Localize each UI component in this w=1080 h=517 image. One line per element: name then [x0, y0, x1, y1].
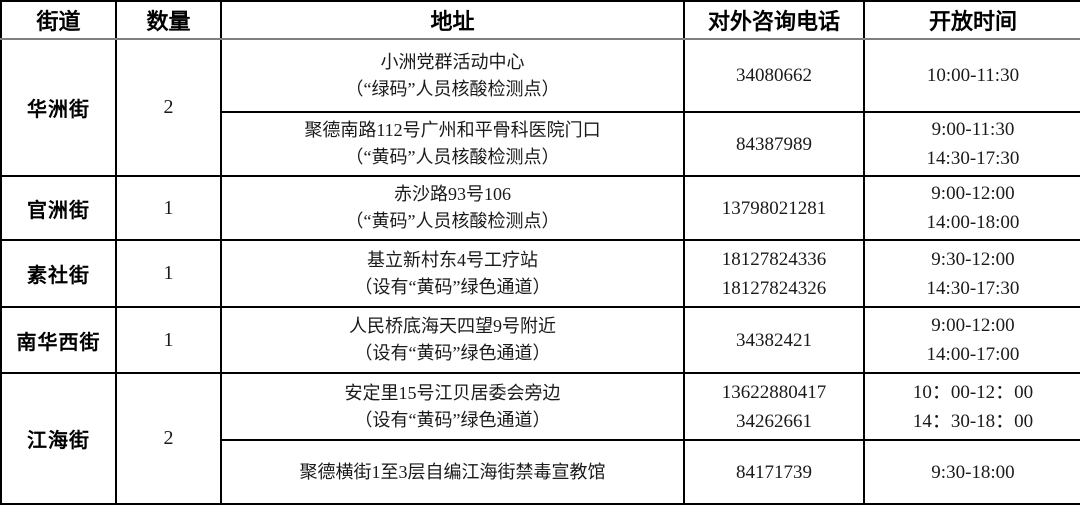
- count-cell: 1: [115, 239, 222, 308]
- address-line1: 小洲党群活动中心: [380, 51, 525, 72]
- hours-cell: 9:00-11:30 14:30-17:30: [863, 111, 1080, 177]
- address-line1: 基立新村东4号工疗站: [367, 249, 538, 270]
- street-cell: 南华西街: [0, 306, 117, 374]
- phone-cell: 84171739: [683, 439, 865, 505]
- address-cell: 安定里15号江贝居委会旁边 （设有“黄码”绿色通道）: [220, 372, 685, 441]
- address-line1: 赤沙路93号106: [394, 184, 511, 204]
- street-cell: 江海街: [0, 372, 117, 505]
- hours-cell: 9:00-12:00 14:00-17:00: [863, 306, 1080, 374]
- address-line1: 安定里15号江贝居委会旁边: [344, 382, 561, 403]
- header-row: 街道 数量 地址 对外咨询电话 开放时间: [0, 0, 1080, 40]
- address-line2: （“黄码”人员核酸检测点）: [345, 147, 560, 167]
- table-row: 聚德横街1至3层自编江海街禁毒宣教馆 84171739 9:30-18:00: [1, 439, 1080, 505]
- hours-cell: 10:00-11:30: [863, 38, 1080, 113]
- col-header-hours: 开放时间: [863, 0, 1080, 40]
- col-header-phone: 对外咨询电话: [683, 0, 865, 40]
- testing-sites-table: 街道 数量 地址 对外咨询电话 开放时间 华洲街 2 小洲党群活动中心 （“绿码…: [0, 0, 1080, 505]
- address-cell: 人民桥底海天四望9号附近 （设有“黄码”绿色通道）: [220, 306, 685, 374]
- table-row: 聚德南路112号广州和平骨科医院门口 （“黄码”人员核酸检测点） 8438798…: [1, 111, 1080, 177]
- table-row: 素社街 1 基立新村东4号工疗站 （设有“黄码”绿色通道） 1812782433…: [0, 239, 1080, 308]
- phone-cell: 18127824336 18127824326: [683, 239, 865, 308]
- address-cell: 聚德南路112号广州和平骨科医院门口 （“黄码”人员核酸检测点）: [220, 111, 685, 177]
- phone-cell: 13622880417 34262661: [683, 372, 865, 441]
- address-cell: 基立新村东4号工疗站 （设有“黄码”绿色通道）: [220, 239, 685, 308]
- address-line1: 人民桥底海天四望9号附近: [349, 316, 556, 336]
- table-row: 华洲街 2 小洲党群活动中心 （“绿码”人员核酸检测点） 34080662 10…: [0, 38, 1080, 177]
- phone-cell: 84387989: [683, 111, 865, 177]
- phone-cell: 34382421: [683, 306, 865, 374]
- address-line2: （“黄码”人员核酸检测点）: [345, 211, 560, 231]
- count-cell: 1: [115, 175, 222, 241]
- phone-cell: 13798021281: [683, 175, 865, 241]
- street-cell: 素社街: [0, 239, 117, 308]
- address-line2: （设有“黄码”绿色通道）: [354, 276, 551, 297]
- address-line1: 聚德南路112号广州和平骨科医院门口: [304, 120, 601, 140]
- address-line2: （“绿码”人员核酸检测点）: [345, 78, 560, 99]
- address-cell: 聚德横街1至3层自编江海街禁毒宣教馆: [220, 439, 685, 505]
- address-cell: 小洲党群活动中心 （“绿码”人员核酸检测点）: [220, 38, 685, 113]
- col-header-address: 地址: [220, 0, 685, 40]
- count-cell: 1: [115, 306, 222, 374]
- street-cell: 华洲街: [0, 38, 117, 177]
- col-header-street: 街道: [0, 0, 117, 40]
- address-line1: 聚德横街1至3层自编江海街禁毒宣教馆: [299, 461, 606, 482]
- table-row: 官洲街 1 赤沙路93号106 （“黄码”人员核酸检测点） 1379802128…: [0, 175, 1080, 241]
- phone-cell: 34080662: [683, 38, 865, 113]
- address-cell: 赤沙路93号106 （“黄码”人员核酸检测点）: [220, 175, 685, 241]
- hours-cell: 9:30-18:00: [863, 439, 1080, 505]
- count-cell: 2: [115, 372, 222, 505]
- hours-cell: 9:00-12:00 14:00-18:00: [863, 175, 1080, 241]
- address-line2: （设有“黄码”绿色通道）: [354, 409, 551, 430]
- hours-cell: 9:30-12:00 14:30-17:30: [863, 239, 1080, 308]
- count-cell: 2: [115, 38, 222, 177]
- table-row: 南华西街 1 人民桥底海天四望9号附近 （设有“黄码”绿色通道） 3438242…: [0, 306, 1080, 374]
- address-line2: （设有“黄码”绿色通道）: [354, 343, 551, 363]
- table-row: 江海街 2 安定里15号江贝居委会旁边 （设有“黄码”绿色通道） 1362288…: [0, 372, 1080, 505]
- hours-cell: 10：00-12：00 14：30-18：00: [863, 372, 1080, 441]
- street-cell: 官洲街: [0, 175, 117, 241]
- col-header-count: 数量: [115, 0, 222, 40]
